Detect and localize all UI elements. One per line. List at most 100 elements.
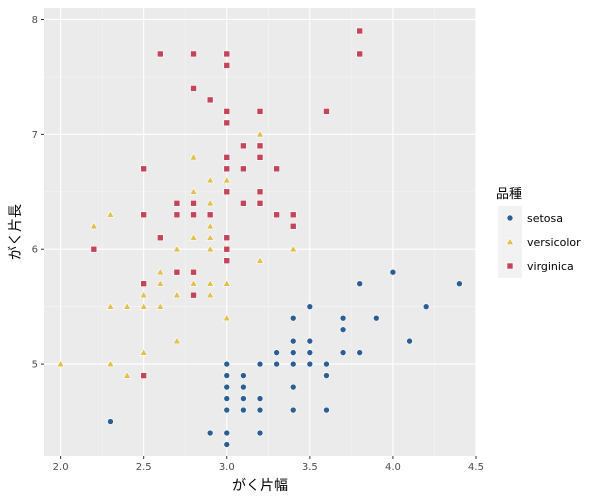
data-point-virginica (140, 372, 147, 379)
data-point-setosa (306, 349, 314, 356)
data-point-versicolor (139, 302, 148, 310)
data-point-versicolor (206, 279, 215, 287)
data-point-setosa (356, 349, 363, 356)
grid-minor (44, 8, 476, 456)
data-point-versicolor (56, 359, 65, 368)
data-point-virginica (223, 188, 231, 196)
data-point-setosa (240, 406, 247, 414)
data-point-versicolor (89, 221, 98, 230)
data-point-setosa (289, 349, 297, 356)
y-tick-label: 6 (32, 245, 38, 256)
data-points (56, 27, 463, 448)
data-point-virginica (273, 211, 280, 219)
data-point-versicolor (139, 290, 148, 299)
data-point-virginica (223, 234, 231, 242)
data-point-setosa (456, 280, 463, 287)
data-point-setosa (323, 360, 330, 368)
data-point-setosa (223, 395, 231, 402)
data-point-setosa (256, 395, 264, 402)
data-point-virginica (206, 96, 214, 104)
data-point-virginica (289, 211, 297, 219)
data-point-versicolor (206, 198, 215, 207)
data-point-virginica (190, 199, 197, 207)
data-point-setosa (373, 314, 380, 322)
data-point-virginica (173, 268, 181, 276)
data-point-setosa (223, 441, 231, 448)
legend-item-virginica: virginica (498, 254, 574, 278)
data-point-versicolor (206, 244, 215, 253)
data-point-virginica (190, 85, 197, 92)
data-point-setosa (356, 280, 363, 287)
data-point-setosa (339, 349, 347, 356)
legend-label: setosa (527, 212, 563, 225)
data-point-virginica (240, 142, 247, 150)
data-point-versicolor (206, 233, 215, 241)
data-point-virginica (223, 50, 231, 58)
data-point-virginica (190, 268, 197, 276)
data-point-versicolor (189, 152, 198, 161)
data-point-versicolor (172, 290, 182, 299)
y-tick-label: 8 (32, 15, 38, 26)
data-point-versicolor (106, 210, 115, 218)
data-point-setosa (240, 372, 247, 379)
data-point-setosa (206, 429, 214, 437)
data-point-versicolor (172, 244, 182, 253)
x-axis-ticks: 2.0 2.5 3.0 3.5 4.0 4.5 (53, 456, 484, 473)
data-point-versicolor (189, 233, 198, 241)
data-point-versicolor (222, 175, 231, 184)
data-point-virginica (223, 165, 231, 173)
data-point-versicolor (222, 279, 231, 287)
data-point-virginica (90, 245, 98, 253)
data-point-setosa (107, 418, 114, 425)
data-point-virginica (206, 211, 214, 219)
x-tick-label: 3.5 (302, 462, 318, 473)
data-point-virginica (190, 291, 197, 299)
legend-key-virginica (506, 262, 514, 270)
data-point-setosa (223, 383, 231, 391)
data-point-versicolor (122, 371, 132, 379)
data-point-setosa (273, 360, 280, 368)
data-point-virginica (356, 50, 363, 58)
data-point-setosa (289, 406, 297, 414)
data-point-setosa (306, 303, 314, 310)
data-point-virginica (256, 154, 264, 161)
data-point-virginica (223, 154, 231, 161)
data-point-setosa (223, 372, 231, 379)
data-point-virginica (173, 211, 181, 219)
data-point-setosa (339, 314, 347, 322)
series-setosa (107, 268, 463, 448)
data-point-setosa (240, 395, 247, 402)
data-point-virginica (140, 165, 147, 173)
x-tick-label: 4.0 (385, 462, 401, 473)
data-point-versicolor (139, 348, 148, 356)
data-point-setosa (289, 337, 297, 345)
data-point-setosa (406, 337, 413, 345)
data-point-virginica (140, 280, 147, 287)
data-point-setosa (223, 406, 231, 414)
data-point-virginica (273, 165, 280, 173)
data-point-setosa (256, 406, 264, 414)
legend-title: 品種 (496, 186, 522, 202)
data-point-virginica (323, 108, 330, 115)
data-point-versicolor (206, 221, 215, 230)
data-point-setosa (256, 429, 264, 437)
data-point-setosa (223, 429, 231, 437)
data-point-setosa (289, 383, 297, 391)
x-tick-label: 4.5 (468, 462, 484, 473)
x-tick-label: 3.0 (219, 462, 235, 473)
data-point-versicolor (206, 175, 215, 184)
data-point-versicolor (189, 279, 198, 287)
legend-label: versicolor (527, 236, 581, 249)
legend-item-versicolor: versicolor (498, 230, 581, 254)
data-point-versicolor (106, 359, 115, 368)
data-point-versicolor (106, 302, 115, 310)
x-tick-label: 2.0 (53, 462, 69, 473)
x-axis-title: がく片幅 (232, 478, 288, 494)
data-point-virginica (223, 119, 231, 127)
series-virginica (90, 27, 363, 379)
data-point-versicolor (206, 290, 215, 299)
data-point-virginica (223, 245, 231, 253)
data-point-versicolor (255, 256, 265, 264)
data-point-virginica (289, 222, 297, 230)
